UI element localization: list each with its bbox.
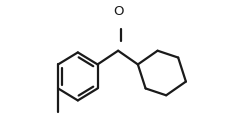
Text: O: O xyxy=(113,5,124,18)
